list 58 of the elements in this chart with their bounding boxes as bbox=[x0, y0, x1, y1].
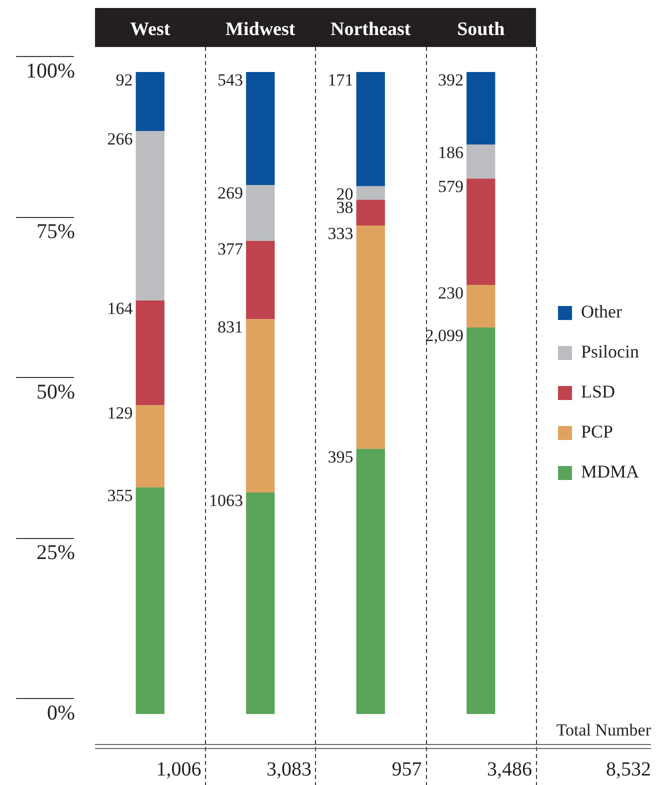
y-tick-label: 100% bbox=[26, 58, 75, 83]
legend-label: Other bbox=[580, 302, 622, 322]
text: 3,083 bbox=[266, 758, 312, 780]
bar bbox=[466, 285, 496, 328]
annotation: 1063 bbox=[209, 490, 244, 510]
annotation: 186 bbox=[438, 143, 464, 162]
annotation: 2,099 bbox=[425, 326, 464, 345]
annotation: 377 bbox=[218, 239, 244, 258]
bar bbox=[246, 240, 275, 320]
annotation: 171 bbox=[328, 70, 354, 90]
text: 8,532 bbox=[606, 758, 651, 780]
annotation: 355 bbox=[107, 486, 133, 505]
bar bbox=[136, 131, 164, 301]
bar bbox=[466, 72, 496, 145]
legend-label: PCP bbox=[580, 422, 614, 442]
annotation: 543 bbox=[218, 70, 244, 90]
bar bbox=[246, 72, 275, 185]
legend-label: MDMA bbox=[580, 462, 640, 482]
bar bbox=[466, 178, 496, 286]
x-tick-label: Midwest bbox=[226, 18, 296, 40]
y-tick-label: 0% bbox=[47, 700, 75, 725]
y-tick-label: 25% bbox=[36, 540, 75, 564]
x-tick-label: Northeast bbox=[330, 18, 412, 40]
text: 1,006 bbox=[156, 758, 202, 780]
bar bbox=[466, 328, 496, 714]
bar bbox=[246, 492, 275, 714]
x-tick-label: South bbox=[457, 18, 506, 40]
annotation: 164 bbox=[107, 299, 134, 318]
annotation: 579 bbox=[438, 177, 464, 196]
bar bbox=[356, 448, 385, 714]
annotation: 392 bbox=[438, 70, 464, 90]
bar bbox=[466, 144, 496, 179]
x-tick-label: West bbox=[130, 18, 171, 40]
annotation: 333 bbox=[328, 224, 354, 243]
bar bbox=[136, 300, 164, 406]
y-tick-label: 50% bbox=[36, 380, 75, 404]
annotation: 230 bbox=[438, 284, 464, 303]
bar bbox=[246, 184, 275, 241]
annotation: 129 bbox=[107, 404, 133, 423]
bar bbox=[356, 186, 385, 200]
bar bbox=[356, 72, 385, 186]
annotation: 395 bbox=[328, 447, 354, 466]
annotation: 831 bbox=[218, 318, 244, 337]
bar bbox=[136, 72, 164, 132]
annotation: 92 bbox=[116, 70, 133, 90]
y-tick-label: 75% bbox=[36, 219, 75, 244]
bar bbox=[356, 200, 385, 226]
text: 3,486 bbox=[486, 758, 532, 780]
bar bbox=[356, 225, 385, 449]
bar bbox=[136, 487, 164, 714]
text: 957 bbox=[392, 758, 422, 780]
annotation: 269 bbox=[218, 183, 244, 202]
annotation: 266 bbox=[107, 130, 133, 149]
bar bbox=[136, 405, 164, 488]
legend-label: Psilocin bbox=[580, 342, 640, 362]
legend-label: LSD bbox=[580, 382, 616, 402]
bar bbox=[246, 319, 275, 493]
text: Total Number bbox=[556, 720, 652, 740]
